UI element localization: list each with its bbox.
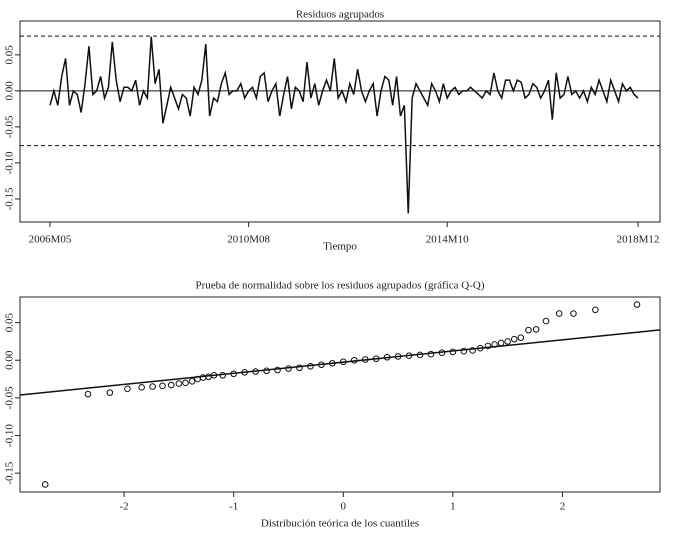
qq-point [438, 349, 446, 357]
x-tick-label: 2018M12 [617, 234, 660, 246]
qq-point [149, 383, 156, 390]
qq-point [167, 381, 175, 389]
qq-point [274, 366, 281, 374]
y-tick-label: -0.05 [4, 386, 16, 409]
plot-frame [19, 296, 661, 493]
x-tick-label: 2014M10 [426, 234, 469, 246]
x-tick-label: 2006M05 [29, 234, 72, 246]
qq-point [339, 358, 347, 366]
y-tick-label: 0.00 [4, 81, 16, 101]
x-tick-label: -2 [120, 501, 129, 513]
qq-point [219, 372, 227, 379]
qq-point [532, 326, 540, 333]
series-line [49, 36, 639, 214]
qq-point [592, 306, 599, 314]
qq-point [159, 382, 166, 390]
qq-point [460, 347, 468, 355]
chart-title: Residuos agrupados [296, 9, 384, 21]
qq-line [19, 329, 661, 396]
qq-point [182, 379, 189, 387]
y-tick-label: -0.10 [4, 424, 16, 447]
qq-point [633, 301, 641, 308]
qq-point [484, 342, 492, 350]
qq-point [510, 335, 518, 343]
qq-point [230, 370, 237, 378]
x-tick-label: 2010M08 [227, 234, 270, 246]
qq-point [372, 355, 380, 363]
qq-point [175, 380, 183, 387]
y-tick-label: 0.00 [4, 350, 16, 370]
qq-point [405, 352, 413, 360]
qq-point [263, 367, 270, 375]
qq-point [394, 353, 402, 360]
x-tick-label: -1 [229, 501, 238, 513]
qq-point [241, 368, 248, 376]
qq-point [318, 361, 325, 369]
qq-point [517, 334, 525, 341]
y-tick-label: 0.05 [4, 312, 16, 332]
qq-point [205, 373, 212, 381]
qq-point [350, 356, 358, 364]
y-tick-label: -0.15 [4, 187, 16, 210]
qq-point [449, 348, 457, 356]
x-axis-label: Distribución teórica de los cuantiles [261, 518, 419, 530]
qq-point [106, 389, 114, 396]
qq-point [307, 362, 314, 370]
qq-point [84, 390, 92, 398]
qq-point [542, 317, 550, 325]
qq-point [555, 310, 563, 317]
qq-point [427, 350, 435, 358]
qq-point [138, 384, 145, 391]
x-tick-label: 0 [341, 501, 347, 513]
qq-point [504, 338, 511, 345]
y-tick-label: -0.15 [4, 461, 16, 484]
qq-point [525, 326, 532, 334]
qq-point [188, 378, 196, 385]
qq-point [296, 364, 303, 372]
qq-point [361, 356, 369, 363]
qq-point [285, 365, 292, 372]
y-tick-label: 0.05 [4, 45, 16, 65]
qq-point [469, 347, 476, 354]
chart-title: Prueba de normalidad sobre los residuos … [196, 280, 485, 292]
x-tick-label: 2 [560, 501, 566, 513]
qq-point [124, 385, 131, 393]
x-tick-label: 1 [450, 501, 456, 513]
qq-point [383, 353, 391, 361]
qq-point [570, 310, 577, 317]
x-axis-label: Tiempo [323, 241, 357, 253]
qq-point [491, 341, 498, 348]
y-tick-label: -0.05 [4, 115, 16, 138]
plot-frame [19, 20, 661, 223]
qq-point [476, 344, 484, 352]
y-tick-label: -0.10 [4, 151, 16, 174]
qq-point [199, 374, 207, 381]
qq-point [416, 351, 424, 359]
qq-point [329, 359, 336, 367]
qq-point [210, 372, 218, 379]
qq-point [41, 481, 49, 488]
qq-point [252, 368, 259, 375]
qq-point [497, 339, 505, 347]
